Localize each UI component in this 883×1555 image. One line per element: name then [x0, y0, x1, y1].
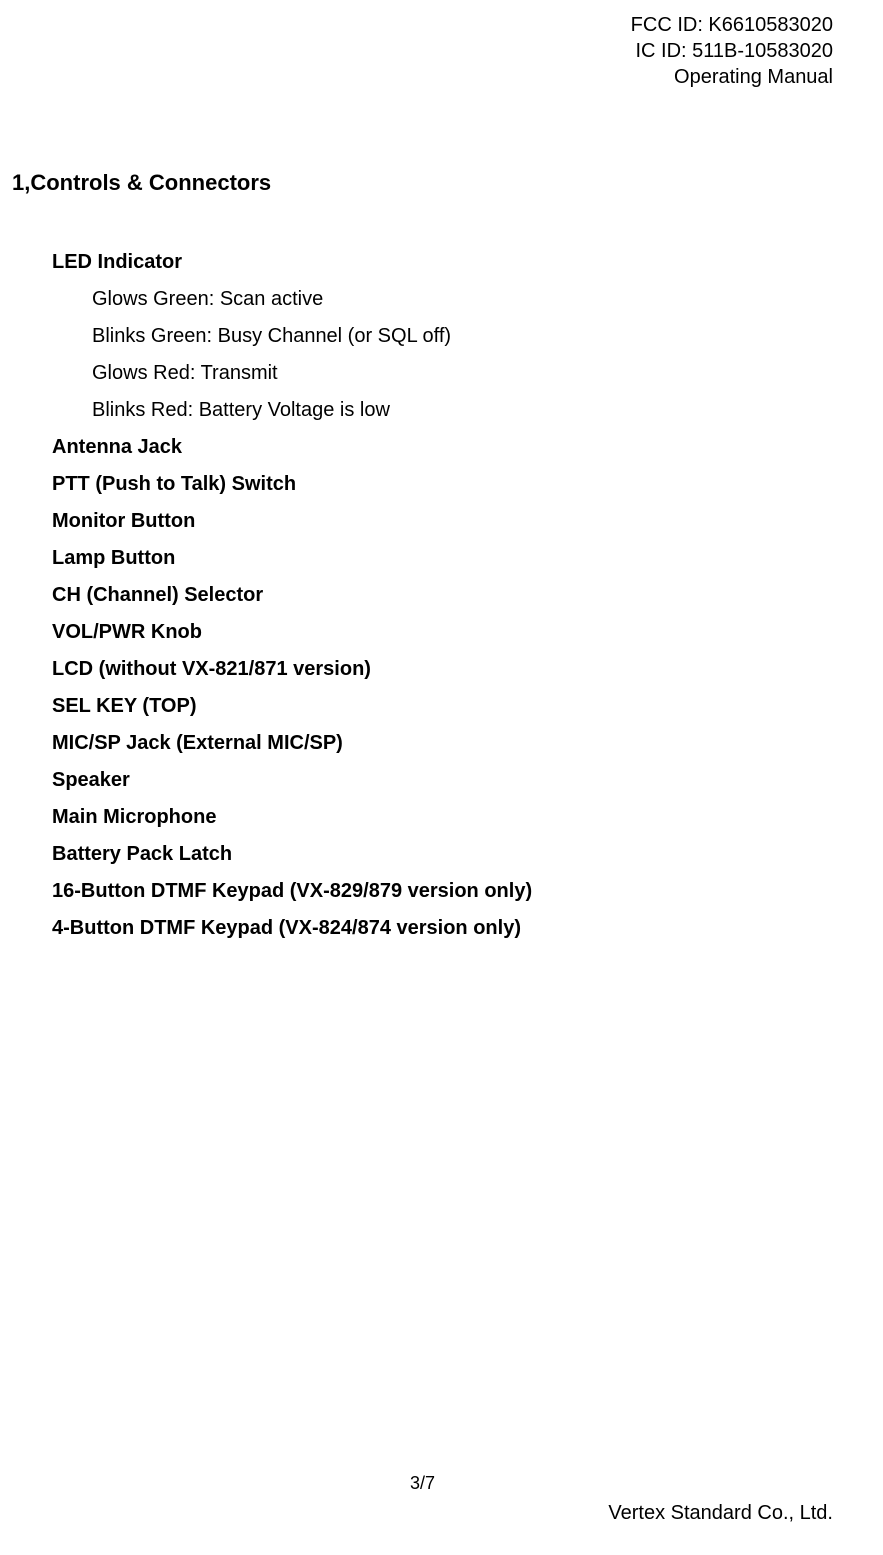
led-state: Glows Green: Scan active [92, 281, 833, 318]
control-item: Lamp Button [52, 540, 833, 577]
manual-label: Operating Manual [12, 64, 833, 90]
ic-id: IC ID: 511B-10583020 [12, 38, 833, 64]
led-state: Blinks Red: Battery Voltage is low [92, 392, 833, 429]
control-item: Antenna Jack [52, 429, 833, 466]
control-item: MIC/SP Jack (External MIC/SP) [52, 725, 833, 762]
control-item: LCD (without VX-821/871 version) [52, 651, 833, 688]
company-name: Vertex Standard Co., Ltd. [12, 1502, 833, 1525]
control-item: PTT (Push to Talk) Switch [52, 466, 833, 503]
control-item: CH (Channel) Selector [52, 577, 833, 614]
control-item: 16-Button DTMF Keypad (VX-829/879 versio… [52, 873, 833, 910]
footer: 3/7 Vertex Standard Co., Ltd. [0, 1473, 833, 1525]
control-item: 4-Button DTMF Keypad (VX-824/874 version… [52, 910, 833, 947]
control-item: LED Indicator [52, 244, 833, 281]
content-block: LED Indicator Glows Green: Scan active B… [12, 244, 833, 947]
control-item: SEL KEY (TOP) [52, 688, 833, 725]
led-state: Blinks Green: Busy Channel (or SQL off) [92, 318, 833, 355]
control-item: Main Microphone [52, 799, 833, 836]
section-title: 1,Controls & Connectors [12, 170, 833, 196]
fcc-id: FCC ID: K6610583020 [12, 12, 833, 38]
page-number: 3/7 [12, 1473, 833, 1494]
led-sub-items: Glows Green: Scan active Blinks Green: B… [52, 281, 833, 429]
control-item: Speaker [52, 762, 833, 799]
control-item: VOL/PWR Knob [52, 614, 833, 651]
control-item: Monitor Button [52, 503, 833, 540]
control-item: Battery Pack Latch [52, 836, 833, 873]
header-block: FCC ID: K6610583020 IC ID: 511B-10583020… [12, 12, 833, 90]
led-state: Glows Red: Transmit [92, 355, 833, 392]
